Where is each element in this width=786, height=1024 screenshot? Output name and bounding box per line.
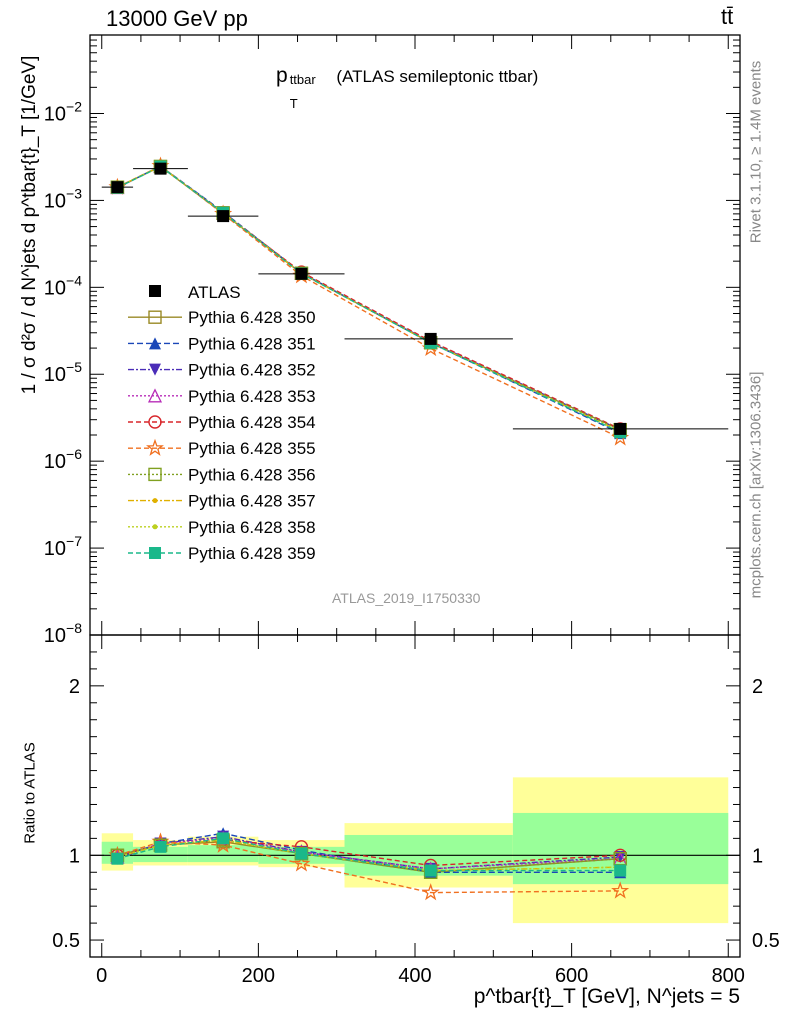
legend-marker-3 [147, 388, 163, 403]
legend-label-6: Pythia 6.428 356 [188, 465, 316, 484]
ratio-series-point-9 [295, 847, 308, 860]
plot-title-main: p [276, 64, 288, 87]
legend-marker-5 [146, 438, 164, 456]
legend-label-3: Pythia 6.428 353 [188, 387, 316, 406]
main-ytick-label: 10−2 [44, 98, 82, 125]
ratio-band-inner-1 [133, 846, 188, 863]
data-point [295, 267, 308, 280]
legend-label-1: Pythia 6.428 351 [188, 334, 316, 353]
process-label: tt̄ [721, 4, 734, 29]
energy-label: 13000 GeV pp [106, 6, 248, 31]
data-point [614, 422, 627, 435]
main-ytick-label: 10−6 [44, 446, 82, 473]
legend-label-9: Pythia 6.428 359 [188, 544, 316, 563]
legend-marker-0 [148, 310, 162, 324]
xtick-label: 600 [555, 965, 588, 987]
ratio-series-point-9 [424, 864, 437, 877]
legend-marker-8 [152, 524, 158, 530]
ratio-series-point-5 [421, 883, 440, 901]
main-ytick-label: 10−8 [44, 620, 82, 647]
legend-label-data: ATLAS [188, 283, 241, 302]
legend-label-7: Pythia 6.428 357 [188, 492, 316, 511]
axes: 10−8 10−7 10−6 10−5 10−4 10−3 10−2 0 200 400 600 80… [44, 34, 780, 987]
ratio-series-line-8 [117, 839, 621, 872]
main-ytick-label: 10−7 [44, 533, 82, 560]
ratio-uncertainty-bands [90, 777, 740, 924]
ratio-ytick-label-right: 1 [752, 845, 763, 867]
legend-marker-data [149, 285, 161, 297]
ratio-ytick-label-right: 0.5 [752, 930, 780, 952]
legend-label-0: Pythia 6.428 350 [188, 308, 316, 327]
plot-title-sub: T [289, 96, 298, 111]
main-ytick-label: 10−5 [44, 359, 82, 386]
ratio-ytick-label: 2 [69, 676, 80, 698]
xtick-label: 0 [96, 965, 107, 987]
ratio-ytick-label: 0.5 [52, 930, 80, 952]
legend-label-2: Pythia 6.428 352 [188, 361, 316, 380]
ratio-series-point-2 [614, 851, 627, 864]
legend-marker-7 [152, 498, 158, 504]
x-axis-label: p^tbar{t}_T [GeV], N^jets = 5 [473, 985, 740, 1008]
ratio-series-point-9 [217, 832, 230, 845]
analysis-id: ATLAS_2019_I1750330 [332, 590, 481, 606]
ratio-ytick-label: 1 [69, 845, 80, 867]
legend-label-8: Pythia 6.428 358 [188, 518, 316, 537]
mcplots-label: mcplots.cern.ch [arXiv:1306.3436] [747, 371, 765, 599]
xtick-label: 200 [242, 965, 275, 987]
plot-title: p ttbar T (ATLAS semileptonic ttbar) [276, 64, 539, 111]
ratio-series-point-9 [111, 852, 124, 865]
data-point [154, 162, 167, 175]
ratio-band-inner-2 [187, 845, 259, 863]
legend: ATLAS Pythia 6.428 350 Pythia 6.428 351 Pyt… [128, 283, 316, 563]
data-point [424, 332, 437, 345]
ratio-ylabel: Ratio to ATLAS [21, 742, 39, 844]
ratio-ytick-label-right: 2 [752, 676, 763, 698]
series-layer [101, 156, 729, 901]
legend-marker-4 [148, 415, 162, 429]
plot-title-rest: (ATLAS semileptonic ttbar) [331, 67, 539, 86]
ratio-series-point-9 [154, 840, 167, 853]
main-ylabel: 1 / σ d²σ / d N^jets d p^tbar{t}_T [1/Ge… [19, 55, 40, 395]
legend-label-4: Pythia 6.428 354 [188, 413, 316, 432]
ratio-series-line-9 [117, 837, 621, 872]
ratio-series-point-5 [292, 854, 311, 872]
legend-marker-2 [149, 363, 161, 376]
legend-marker-9 [149, 547, 161, 559]
ratio-series-point-5 [611, 881, 630, 899]
main-ytick-label: 10−3 [44, 185, 82, 212]
legend-marker-1 [149, 337, 161, 350]
ratio-series-point-9 [614, 864, 627, 877]
main-ytick-label: 10−4 [44, 272, 82, 299]
data-point [111, 181, 124, 194]
plot-title-sup: ttbar [289, 72, 316, 87]
data-point [217, 210, 230, 223]
rivet-label: Rivet 3.1.10, ≥ 1.4M events [747, 60, 765, 244]
legend-label-5: Pythia 6.428 355 [188, 439, 316, 458]
xtick-label: 400 [398, 965, 431, 987]
ratio-series-line-3 [117, 837, 621, 870]
xtick-label: 800 [712, 965, 745, 987]
ratio-series-line-5 [117, 841, 621, 894]
legend-marker-6 [148, 467, 162, 482]
